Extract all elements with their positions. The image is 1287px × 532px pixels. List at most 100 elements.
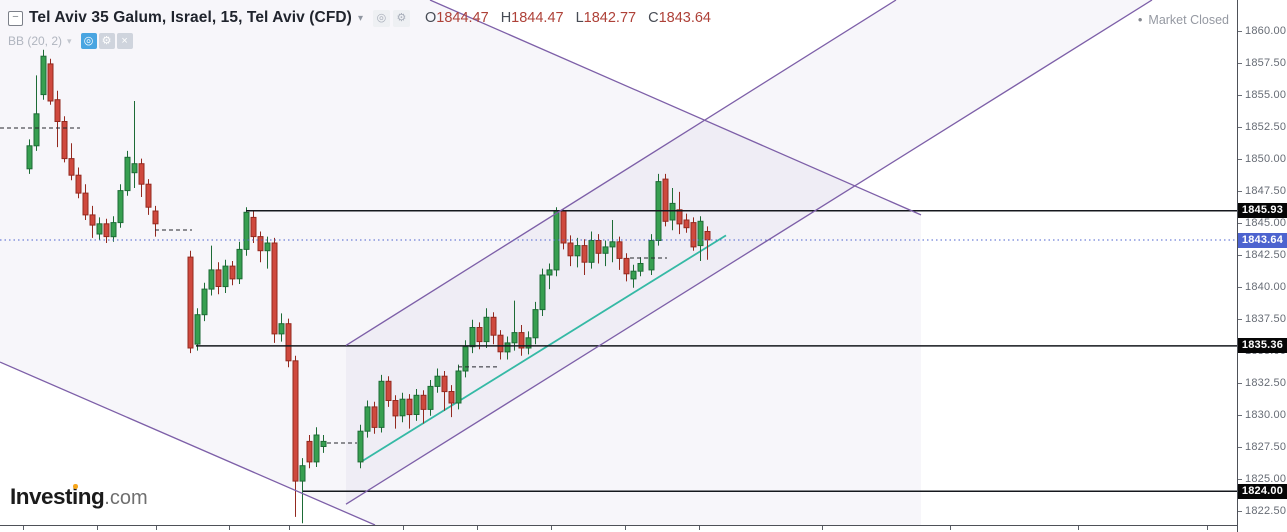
tick-mark <box>1238 318 1242 320</box>
tick-mark <box>1238 158 1242 160</box>
price-tick-label: 1840.00 <box>1245 280 1287 293</box>
candle-body <box>33 113 40 147</box>
time-tick <box>699 526 700 530</box>
collapse-icon[interactable]: − <box>8 10 23 26</box>
price-tick-label: 1845.00 <box>1245 216 1287 229</box>
candle-body <box>117 190 124 224</box>
candle-body <box>229 265 236 280</box>
price-tick-label: 1857.50 <box>1245 56 1287 69</box>
candle-body <box>609 241 616 248</box>
target-icon[interactable]: ◎ <box>372 9 390 27</box>
candle-body <box>683 219 690 229</box>
open-label: O <box>424 10 437 26</box>
candle-body <box>313 434 320 463</box>
tick-mark <box>1238 286 1242 288</box>
chevron-down-icon[interactable]: ▾ <box>67 35 72 46</box>
candle-body <box>546 269 553 276</box>
symbol-title[interactable]: Tel Aviv 35 Galum, Israel, 15, Tel Aviv … <box>29 9 352 26</box>
candle-body <box>54 99 61 122</box>
investing-logo: Investing.com <box>10 484 148 509</box>
candle-body <box>648 240 655 271</box>
time-tick <box>1207 526 1208 530</box>
remove-icon[interactable]: × <box>116 33 133 49</box>
candle-body <box>427 385 434 410</box>
price-tick-label: 1852.50 <box>1245 120 1287 133</box>
price-badge: 1824.00 <box>1238 483 1287 499</box>
price-tick-label: 1825.00 <box>1245 472 1287 485</box>
time-tick <box>950 526 951 530</box>
candle-body <box>588 240 595 263</box>
candle-body <box>364 406 371 432</box>
gear-icon[interactable]: ⚙ <box>392 9 410 27</box>
tick-mark <box>1238 478 1242 480</box>
tick-mark <box>1238 510 1242 512</box>
high-label: H <box>500 10 512 26</box>
candle-body <box>278 323 285 335</box>
gear-icon[interactable]: ⚙ <box>98 33 115 49</box>
chevron-down-icon[interactable]: ▾ <box>357 12 363 24</box>
descending-channel-fill <box>0 0 921 525</box>
candle-body <box>250 216 257 238</box>
tick-mark <box>1238 382 1242 384</box>
candle-body <box>257 236 264 252</box>
price-tick-label: 1827.50 <box>1245 440 1287 453</box>
candle-body <box>504 342 511 353</box>
candle-body <box>690 222 697 248</box>
candle-body <box>306 440 313 463</box>
price-tick-label: 1832.50 <box>1245 376 1287 389</box>
ascending-channel-upper-line[interactable] <box>345 0 897 346</box>
candle-body <box>68 158 75 176</box>
close-label: C <box>648 10 659 26</box>
candle-body <box>532 309 539 339</box>
candle-body <box>201 288 208 316</box>
candle-body <box>243 211 250 250</box>
candle-body <box>96 223 103 235</box>
candle-body <box>145 183 152 208</box>
descending-channel-lower-line[interactable] <box>0 361 376 525</box>
price-tick-label: 1860.00 <box>1245 24 1287 37</box>
candle-body <box>236 248 243 280</box>
candle-body <box>483 316 490 343</box>
candle-body <box>320 440 327 447</box>
candle-body <box>152 210 159 225</box>
candle-body <box>704 231 711 241</box>
tick-mark <box>1238 446 1242 448</box>
candle-body <box>371 406 378 428</box>
candle-body <box>630 270 637 280</box>
chart-plot-area[interactable] <box>0 0 1237 525</box>
candle-body <box>103 223 110 238</box>
descending-channel-upper-line[interactable] <box>429 0 922 216</box>
time-axis[interactable] <box>0 525 1287 532</box>
price-badge: 1843.64 <box>1238 232 1287 248</box>
candle-body <box>669 202 676 221</box>
status-dot-icon: • <box>1137 12 1143 27</box>
candle-body <box>490 316 497 336</box>
eye-icon[interactable]: ◎ <box>80 33 97 49</box>
candle-body <box>89 214 96 226</box>
logo-orange-dot: i <box>72 484 78 509</box>
candle-body <box>299 465 306 482</box>
candle-body <box>194 314 201 345</box>
candle-body <box>392 400 399 417</box>
ascending-channel-lower-line[interactable] <box>345 0 1153 505</box>
tick-mark <box>1238 254 1242 256</box>
price-axis[interactable]: 1860.00 1857.50 1855.00 1852.50 1850.00 1847.… <box>1237 0 1287 532</box>
candle-body <box>448 391 455 404</box>
candle-body <box>511 332 518 344</box>
open-value: 1844.47 <box>436 10 489 26</box>
candle-body <box>82 192 89 216</box>
candlestick-chart[interactable] <box>0 0 1237 525</box>
price-tick-label: 1822.50 <box>1245 504 1287 517</box>
indicator-label[interactable]: BB (20, 2) <box>8 34 63 48</box>
candle-body <box>455 370 462 404</box>
candle-body <box>581 245 588 263</box>
market-status: • Market Closed <box>1138 12 1229 27</box>
candle-body <box>292 360 299 482</box>
candle-body <box>75 174 82 194</box>
candle-body <box>539 274 546 311</box>
tick-mark <box>1238 62 1242 64</box>
candle-body <box>413 394 420 415</box>
time-tick <box>156 526 157 530</box>
time-tick <box>97 526 98 530</box>
